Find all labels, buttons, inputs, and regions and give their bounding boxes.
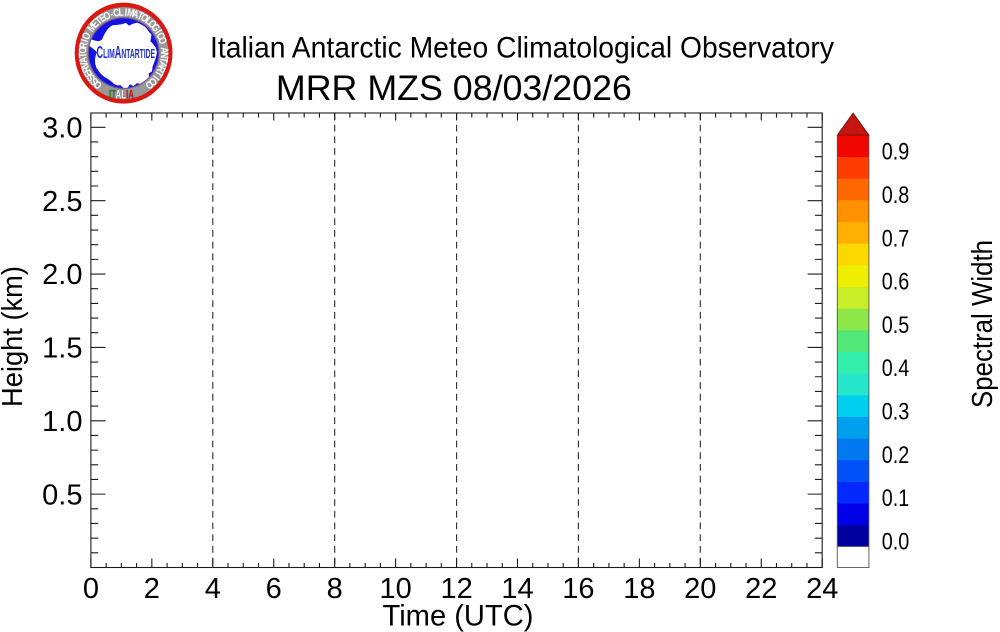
svg-text:2: 2 <box>144 573 160 605</box>
svg-text:1.0: 1.0 <box>42 406 82 438</box>
svg-text:-: - <box>109 9 115 21</box>
svg-text:14: 14 <box>501 573 533 605</box>
svg-text:Italian Antarctic Meteo Climat: Italian Antarctic Meteo Climatological O… <box>210 33 834 65</box>
svg-text:10: 10 <box>379 573 411 605</box>
svg-text:0.6: 0.6 <box>882 269 910 296</box>
svg-text:T: T <box>135 10 145 23</box>
svg-text:0.8: 0.8 <box>882 182 910 209</box>
svg-text:1.5: 1.5 <box>42 333 82 365</box>
svg-text:0.4: 0.4 <box>882 355 910 382</box>
svg-text:A: A <box>131 8 141 21</box>
svg-text:T: T <box>152 68 165 79</box>
svg-text:0: 0 <box>83 573 99 605</box>
svg-text:E: E <box>82 67 96 78</box>
svg-text:4: 4 <box>205 573 221 605</box>
svg-text:Time (UTC): Time (UTC) <box>383 600 534 632</box>
svg-text:E: E <box>97 12 109 26</box>
svg-text:6: 6 <box>266 573 282 605</box>
svg-text:0.2: 0.2 <box>882 442 910 469</box>
svg-text:MRR MZS 08/03/2026: MRR MZS 08/03/2026 <box>276 68 632 108</box>
svg-text:0.1: 0.1 <box>882 485 910 512</box>
svg-text:V: V <box>78 60 91 69</box>
svg-text:0.7: 0.7 <box>882 225 910 252</box>
svg-text:8: 8 <box>327 573 343 605</box>
svg-text:24: 24 <box>806 573 838 605</box>
svg-text:L: L <box>142 15 154 28</box>
svg-text:16: 16 <box>562 573 594 605</box>
svg-text:A: A <box>155 60 168 69</box>
svg-text:0.9: 0.9 <box>882 139 910 166</box>
svg-text:2.0: 2.0 <box>42 259 82 291</box>
svg-text:O: O <box>155 36 169 46</box>
svg-text:N: N <box>157 52 169 59</box>
svg-text:T: T <box>157 56 170 63</box>
svg-text:ITALIA: ITALIA <box>109 90 134 102</box>
svg-text:T: T <box>93 15 105 28</box>
svg-text:I: I <box>124 7 127 19</box>
svg-text:0.5: 0.5 <box>42 479 82 511</box>
svg-text:0.0: 0.0 <box>882 529 910 556</box>
svg-text:I: I <box>150 73 161 82</box>
svg-text:R: R <box>154 64 168 75</box>
svg-text:Spectral Width: Spectral Width <box>967 240 999 408</box>
svg-text:C: C <box>153 31 167 42</box>
svg-text:0.3: 0.3 <box>882 399 910 426</box>
svg-text:I: I <box>152 28 164 37</box>
svg-text:O: O <box>102 9 113 23</box>
svg-text:O: O <box>77 46 90 54</box>
svg-text:CLIMANTARTIDE: CLIMANTARTIDE <box>97 42 156 62</box>
svg-text:O: O <box>80 30 94 41</box>
svg-text:2.5: 2.5 <box>42 186 82 218</box>
svg-text:A: A <box>78 56 91 64</box>
svg-text:12: 12 <box>440 573 472 605</box>
svg-text:22: 22 <box>745 573 777 605</box>
svg-text:T: T <box>77 52 89 58</box>
svg-text:R: R <box>78 41 91 49</box>
svg-text:M: M <box>126 7 135 20</box>
svg-text:18: 18 <box>623 573 655 605</box>
svg-text:3.0: 3.0 <box>42 113 82 145</box>
svg-text:L: L <box>118 7 124 19</box>
svg-text:Height (km): Height (km) <box>0 266 29 407</box>
svg-text:0.5: 0.5 <box>882 312 910 339</box>
svg-text:A: A <box>157 47 170 54</box>
svg-text:I: I <box>79 38 91 44</box>
svg-text:20: 20 <box>684 573 716 605</box>
svg-text:R: R <box>80 64 94 75</box>
svg-text:C: C <box>112 7 120 20</box>
